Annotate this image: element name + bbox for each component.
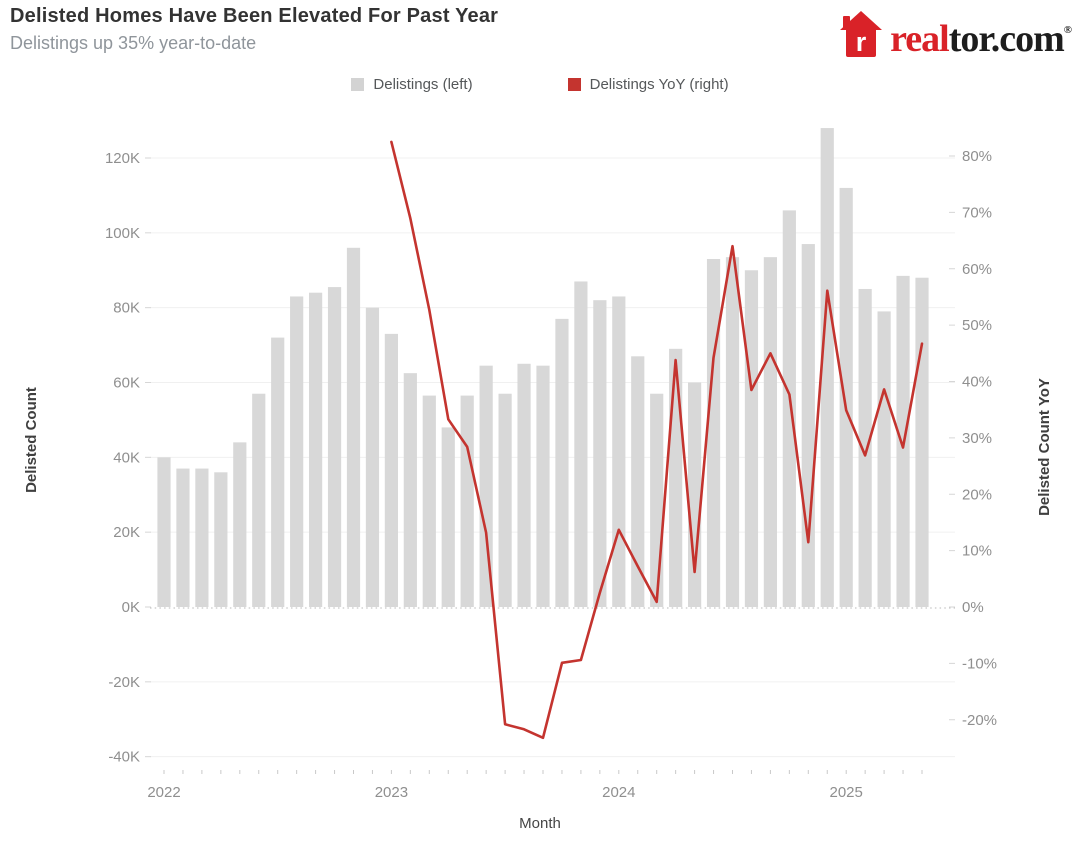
realtor-house-icon: r [840,11,883,57]
delistings-bar [176,468,190,607]
right-axis-tick-label: -20% [962,712,997,729]
legend-label-yoy: Delistings YoY (right) [589,76,729,93]
delistings-bar [498,393,512,607]
wordmark-torcom: tor.com [948,18,1065,60]
delistings-bar [252,393,266,607]
delistings-bar [290,296,304,607]
delistings-bar [233,442,247,607]
left-axis-tick-label: 120K [105,150,140,167]
delistings-bar [877,311,891,607]
realtor-logo: r realtor.com® [839,8,1072,61]
delistings-bar [593,300,607,607]
x-axis-year-label: 2025 [830,784,863,801]
delistings-bar [820,128,834,608]
x-axis-year-label: 2022 [147,784,180,801]
left-axis-tick-label: 40K [113,449,140,466]
delistings-bar [309,292,323,607]
left-axis-tick-label: 100K [105,225,140,242]
delistings-yoy-swatch [567,78,581,91]
page-title: Delisted Homes Have Been Elevated For Pa… [10,5,499,27]
registered-mark: ® [1063,24,1072,36]
delistings-bar [195,468,209,607]
delistings-bar [744,270,759,607]
delistings-bar [669,348,683,607]
page-subtitle: Delistings up 35% year-to-date [10,33,257,53]
right-axis-tick-label: 70% [962,204,992,221]
delistings-bar [688,382,702,607]
x-axis-year-label: 2023 [375,784,408,801]
delistings-bar [706,259,721,607]
delistings-bar [631,356,645,607]
right-axis-tick-label: 40% [962,374,992,391]
delistings-bar [479,365,493,607]
right-axis-tick-label: 30% [962,430,992,447]
legend-label-delistings: Delistings (left) [373,76,473,93]
realtor-wordmark: realtor.com® [890,8,1072,61]
delistings-bar [574,281,588,607]
delistings-bar [441,427,455,607]
delistings-bar [327,287,342,607]
left-axis-tick-label: 80K [113,300,140,317]
delistings-bar [858,288,872,607]
delistings-bar [650,393,664,607]
right-axis-tick-label: 50% [962,317,992,334]
delistings-bar [365,307,380,607]
delistings-bar [403,373,417,607]
left-axis-tick-label: 0K [122,599,140,616]
delistings-bar [460,395,474,607]
delistings-bar [555,318,569,607]
wordmark-real: real [890,18,950,60]
x-axis-title: Month [519,815,561,832]
left-axis-tick-label: -20K [108,674,140,691]
left-axis-tick-label: 20K [113,524,140,541]
right-axis-tick-label: 20% [962,486,992,503]
right-axis-tick-label: 10% [962,543,992,560]
delistings-bar [536,365,550,607]
delistings-bar [346,247,361,607]
x-axis-year-label: 2024 [602,784,635,801]
delistings-swatch [351,78,365,91]
delistings-bar [157,457,171,607]
delistings-bar [214,472,228,607]
delistings-bar [384,333,398,607]
delistings-yoy-line [390,140,924,740]
legend-item-delistings: Delistings (left) [351,76,473,93]
left-axis-tick-label: 60K [113,374,140,391]
right-axis-tick-label: 60% [962,261,992,278]
svg-text:r: r [856,27,867,57]
delistings-bar [422,395,436,607]
chart-legend: Delistings (left) Delistings YoY (right) [0,76,1080,93]
left-axis-title: Delisted Count [23,387,40,493]
right-axis-tick-label: -10% [962,655,997,672]
left-axis-tick-label: -40K [108,749,140,766]
legend-item-yoy: Delistings YoY (right) [567,76,729,93]
delistings-bar [517,363,531,607]
delistings-bar [763,257,777,607]
right-axis-tick-label: 0% [962,599,984,616]
delistings-bar [612,296,626,607]
right-axis-tick-label: 80% [962,148,992,165]
delistings-bar [725,257,740,607]
right-axis-title: Delisted Count YoY [1036,378,1053,516]
delistings-bar [782,210,796,607]
delistings-bar [801,244,815,607]
delistings-bar [915,277,929,607]
delistings-bar [839,187,853,607]
delistings-bar [271,337,285,607]
